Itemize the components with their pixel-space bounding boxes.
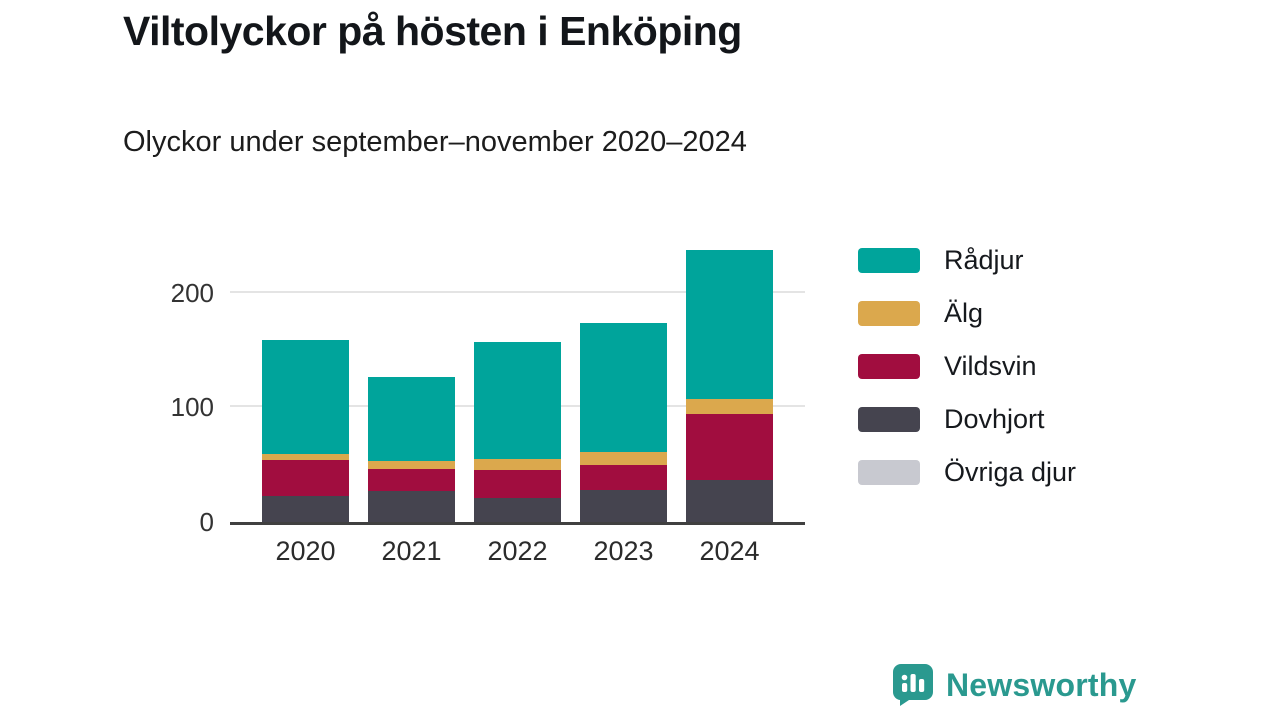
bar-segment-älg bbox=[474, 458, 561, 471]
legend-swatch bbox=[858, 301, 920, 326]
stacked-bar-chart: 0 100 200 2020 2021 2022 2023 2024 bbox=[150, 247, 805, 566]
bar-segment-älg bbox=[368, 461, 455, 470]
legend-item-dovhjort: Dovhjort bbox=[858, 404, 1076, 435]
legend-label: Dovhjort bbox=[944, 404, 1045, 434]
brand-name: Newsworthy bbox=[946, 666, 1137, 703]
bar-2020: 2020 bbox=[262, 339, 349, 566]
bar-segment-dovhjort bbox=[686, 479, 773, 522]
bar-segment-dovhjort bbox=[474, 497, 561, 522]
bar-segment-rådjur bbox=[686, 250, 773, 400]
bar-2023: 2023 bbox=[580, 322, 667, 566]
y-tick-label: 100 bbox=[170, 392, 214, 423]
bar-segment-vildsvin bbox=[474, 470, 561, 498]
x-tick-label: 2024 bbox=[699, 536, 760, 566]
legend-item-rådjur: Rådjur bbox=[858, 245, 1076, 276]
bar-segment-älg bbox=[262, 454, 349, 461]
newsworthy-logo-icon bbox=[893, 664, 933, 706]
bar-2021: 2021 bbox=[368, 376, 455, 566]
y-axis: 0 100 200 bbox=[150, 247, 230, 535]
bar-segment-dovhjort bbox=[580, 489, 667, 522]
legend-item-älg: Älg bbox=[858, 298, 1076, 329]
legend-item-övriga-djur: Övriga djur bbox=[858, 457, 1076, 488]
legend-label: Vildsvin bbox=[944, 351, 1037, 381]
x-tick-label: 2021 bbox=[381, 536, 442, 566]
legend-label: Övriga djur bbox=[944, 457, 1077, 487]
chart-legend: Rådjur Älg Vildsvin Dovhjort Övriga djur bbox=[858, 245, 1076, 488]
bar-segment-vildsvin bbox=[368, 469, 455, 492]
x-tick-label: 2023 bbox=[593, 536, 654, 566]
bar-segment-dovhjort bbox=[368, 491, 455, 522]
bar-segment-dovhjort bbox=[262, 495, 349, 522]
page-title: Viltolyckor på hösten i Enköping bbox=[123, 8, 742, 54]
bar-segment-vildsvin bbox=[262, 460, 349, 496]
y-tick-label: 0 bbox=[199, 507, 214, 537]
bar-segment-rådjur bbox=[262, 339, 349, 455]
chart-subtitle: Olyckor under september–november 2020–20… bbox=[123, 126, 747, 158]
bar-segment-rådjur bbox=[368, 376, 455, 462]
bar-segment-älg bbox=[686, 399, 773, 415]
bars-row: 2020 2021 2022 2023 2024 bbox=[230, 247, 805, 566]
x-tick-label: 2022 bbox=[487, 536, 548, 566]
legend-swatch bbox=[858, 248, 920, 273]
legend-swatch bbox=[858, 407, 920, 432]
bar-segment-vildsvin bbox=[686, 414, 773, 480]
legend-item-vildsvin: Vildsvin bbox=[858, 351, 1076, 382]
bar-segment-rådjur bbox=[580, 322, 667, 453]
bar-segment-älg bbox=[580, 452, 667, 465]
legend-swatch bbox=[858, 354, 920, 379]
legend-label: Rådjur bbox=[944, 245, 1024, 275]
plot-area: 2020 2021 2022 2023 2024 bbox=[230, 247, 805, 566]
bar-segment-vildsvin bbox=[580, 464, 667, 490]
legend-label: Älg bbox=[944, 298, 984, 328]
bar-2022: 2022 bbox=[474, 342, 561, 566]
x-tick-label: 2020 bbox=[275, 536, 336, 566]
footer-branding: Newsworthy bbox=[893, 664, 1136, 706]
legend-swatch bbox=[858, 460, 920, 485]
gridline bbox=[230, 290, 805, 293]
bar-2024: 2024 bbox=[686, 250, 773, 566]
y-tick-label: 200 bbox=[170, 277, 214, 308]
bar-segment-rådjur bbox=[474, 342, 561, 459]
